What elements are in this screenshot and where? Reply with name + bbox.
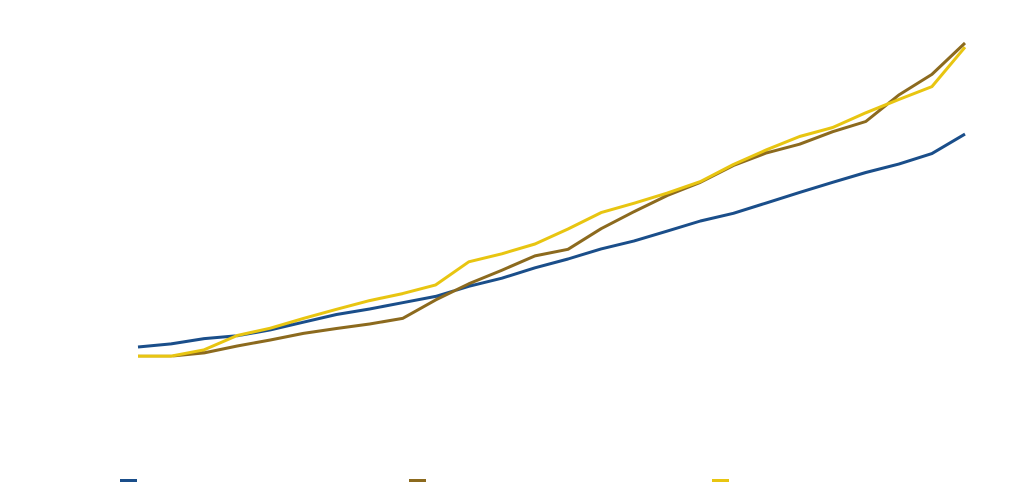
legend-item-1: [120, 472, 143, 488]
legend-item-2: [409, 472, 432, 488]
legend-swatch-3: [712, 478, 729, 482]
legend: [0, 472, 1024, 488]
legend-swatch-2: [409, 478, 426, 482]
series-line-2: [138, 41, 967, 358]
legend-swatch-1: [120, 478, 137, 482]
series-line-1: [137, 132, 966, 349]
series-line-3: [138, 46, 967, 358]
series-layer: [137, 41, 967, 358]
legend-item-3: [712, 472, 735, 488]
